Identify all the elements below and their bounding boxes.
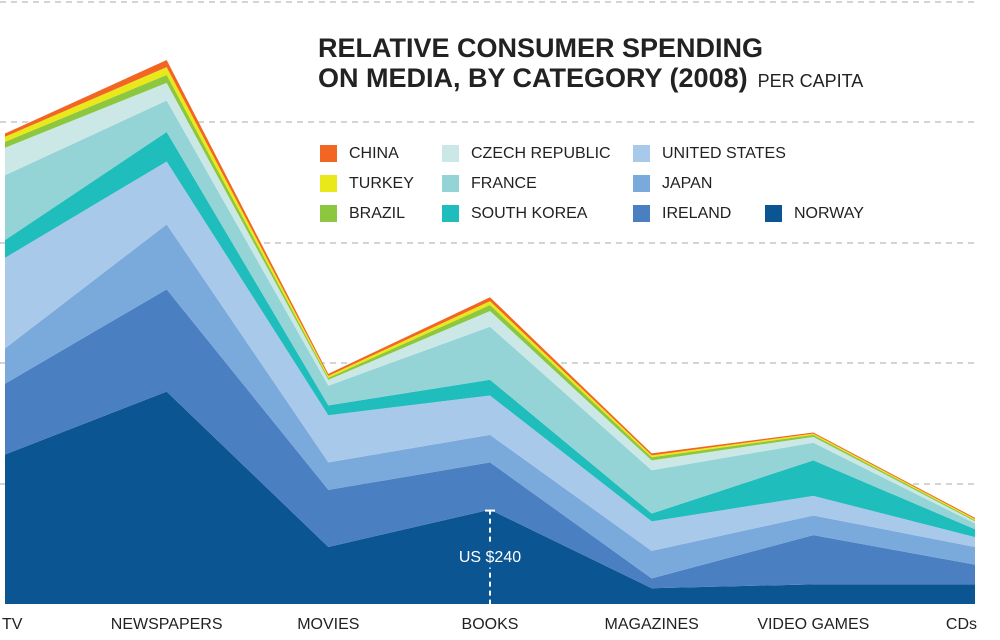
legend-swatch: [320, 145, 337, 162]
legend-label: CHINA: [349, 145, 399, 162]
x-tick-label: CDs: [946, 616, 977, 633]
x-tick-label: BOOKS: [462, 616, 519, 633]
legend-swatch: [442, 145, 459, 162]
legend-swatch: [765, 205, 782, 222]
legend-label: BRAZIL: [349, 205, 405, 222]
chart-title: RELATIVE CONSUMER SPENDING: [318, 33, 763, 63]
legend-swatch: [633, 205, 650, 222]
legend-label: UNITED STATES: [662, 145, 786, 162]
legend-swatch: [442, 205, 459, 222]
areas: [5, 60, 975, 604]
area: [5, 82, 975, 524]
x-tick-label: NEWSPAPERS: [111, 616, 223, 633]
annotation-bg: [452, 545, 528, 568]
legend-label: NORWAY: [794, 205, 864, 222]
legend-label: SOUTH KOREA: [471, 205, 588, 222]
legend-label: FRANCE: [471, 175, 537, 192]
x-tick-label: VIDEO GAMES: [757, 616, 869, 633]
x-tick-label: TV: [2, 616, 23, 633]
legend-label: TURKEY: [349, 175, 414, 192]
legend-swatch: [633, 145, 650, 162]
legend-swatch: [633, 175, 650, 192]
annotation: US $240: [459, 549, 521, 566]
area: [5, 131, 975, 538]
x-tick-label: MOVIES: [297, 616, 359, 633]
legend-swatch: [442, 175, 459, 192]
chart-subtitle: PER CAPITA: [758, 71, 864, 91]
legend-label: CZECH REPUBLIC: [471, 145, 611, 162]
area: [5, 161, 975, 551]
legend-label: IRELAND: [662, 205, 731, 222]
area: [5, 391, 975, 604]
legend: CHINA TURKEY BRAZIL CZECH REPUBLIC FRANCE SOU…: [320, 145, 864, 222]
legend-swatch: [320, 205, 337, 222]
chart-title: ON MEDIA, BY CATEGORY (2008): [318, 63, 748, 93]
area: [5, 289, 975, 589]
area: [5, 224, 975, 579]
legend-label: JAPAN: [662, 175, 712, 192]
legend-swatch: [320, 175, 337, 192]
x-tick-label: MAGAZINES: [605, 616, 699, 633]
area: [5, 100, 975, 530]
